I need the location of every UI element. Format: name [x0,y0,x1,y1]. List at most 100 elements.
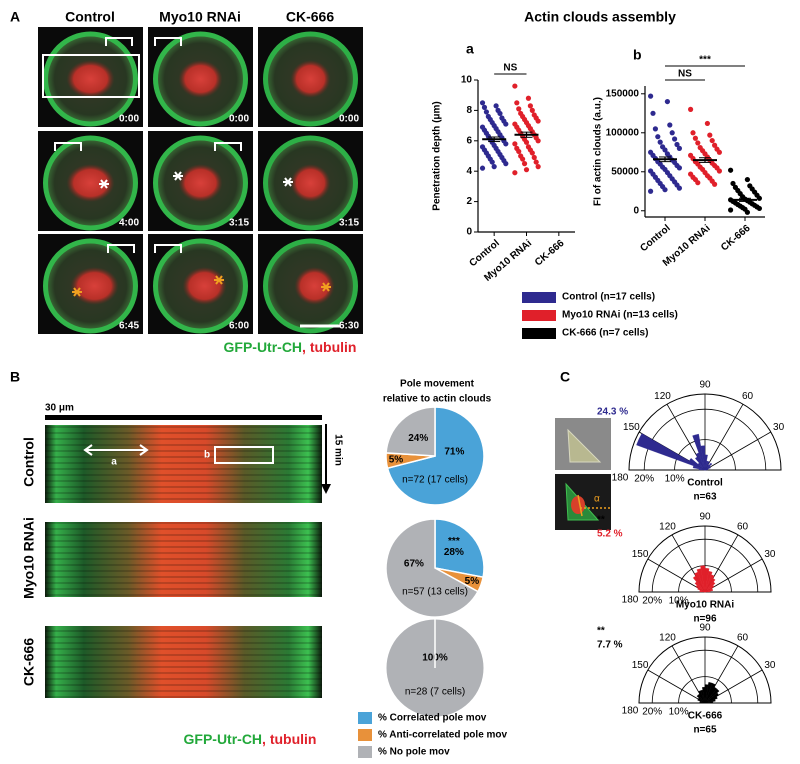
polar-frame [638,636,772,704]
bracket [107,244,135,253]
spindle [66,60,115,98]
angle-tick-label: 150 [632,660,649,671]
time-stamp: 6:45 [119,321,139,332]
data-point [512,83,518,89]
r-tick-label: 10% [669,707,689,718]
spindle [178,60,223,98]
percent-label: 24.3 % [597,407,628,418]
pie-value-label: 71% [444,447,464,458]
pie-note: n=28 (7 cells) [405,687,465,698]
data-point [525,95,532,101]
polar-bar [692,465,706,471]
data-point [667,122,673,128]
percent-label: 7.7 % [597,640,623,651]
caption-green: GFP-Utr-CH [184,731,263,747]
data-point [489,159,495,165]
pie-note: n=72 (17 cells) [402,475,468,486]
y-tick-label: 50000 [611,166,639,177]
significance-label: ** [597,515,605,526]
angle-tick-label: 90 [699,380,711,391]
polar-bar [697,587,706,593]
legend-label: CK-666 (n=7 cells) [562,328,648,339]
time-arrow-head [321,484,331,494]
data-point [676,185,683,191]
angle-tick-label: 120 [659,633,676,644]
polar-bar [694,571,706,593]
polar-bar [704,462,713,471]
plots-title: Actin clouds assembly [524,9,676,25]
data-point [512,141,518,147]
polar-bar [695,585,706,593]
y-tick-label: 10 [461,75,473,86]
kymographs [45,425,322,698]
data-point [650,110,656,116]
pie-value-label: 67% [404,559,424,570]
angle-tick-label: 30 [764,549,776,560]
pie-title: Pole movement [400,379,475,390]
angle-tick-label: 150 [632,549,649,560]
angle-symbol: α [594,494,600,505]
data-point [709,137,715,144]
caption: GFP-Utr-CH, tubulin [224,339,357,355]
time-stamp: 0:00 [229,114,249,125]
thumbnail-cell [567,428,602,463]
panel-label: A [10,9,20,25]
star-marker [173,171,183,181]
y-axis-label: FI of actin clouds (a.u.) [593,97,604,206]
arrow-heads [83,444,149,456]
legend-swatch [522,328,556,339]
significance-label: NS [503,63,517,74]
significance-label: *** [448,536,460,547]
polar-bar [697,698,706,704]
y-tick-label: 8 [466,105,472,116]
data-point [514,100,520,106]
data-point [707,132,713,138]
spindle [70,267,119,305]
angle-tick-label: 30 [773,422,785,433]
data-point [479,100,486,106]
data-point [512,170,518,176]
data-point [672,136,678,142]
polar-bar [695,456,706,471]
spindle-axis [577,494,583,517]
angle-tick-label: 120 [659,522,676,533]
angle-tick-label: 120 [654,391,671,402]
legend-swatch [358,729,372,741]
data-point [493,103,499,109]
x-tick-label: CK-666 [533,238,567,269]
polar-bar [704,684,709,704]
data-point [516,106,522,112]
data-point [479,165,486,171]
angle-tick-label: 90 [699,623,711,634]
angle-grid-line [704,558,763,593]
angle-tick-label: 180 [612,473,629,484]
time-stamp: 3:15 [339,218,359,229]
percent-label: 5.2 % [597,529,623,540]
polar-bar [699,590,706,593]
pie-title: relative to actin clouds [383,394,492,405]
time-stamp: 4:00 [119,218,139,229]
polar-frame [638,525,772,593]
time-stamp: 6:00 [229,321,249,332]
data-point [503,121,509,127]
angle-grid-line [647,669,706,704]
star-marker [99,179,109,189]
y-tick-label: 0 [633,205,639,216]
legend-swatch [358,746,372,758]
y-tick-label: 6 [466,135,472,146]
subplot-label: b [633,47,642,63]
data-point [491,164,497,170]
data-point [503,161,509,167]
bracket [154,244,182,253]
pie-note: n=57 (13 cells) [402,587,468,598]
angle-tick-label: 60 [742,391,754,402]
polar-note: n=63 [693,492,717,503]
legend-label: Control (n=17 cells) [562,292,655,303]
data-point [692,135,699,141]
data-point [712,142,718,148]
polar-bar [699,701,706,704]
polar-bar [704,682,713,704]
caption-green: GFP-Utr-CH [224,339,303,355]
angle-tick-label: 60 [737,633,749,644]
data-point [535,118,541,124]
